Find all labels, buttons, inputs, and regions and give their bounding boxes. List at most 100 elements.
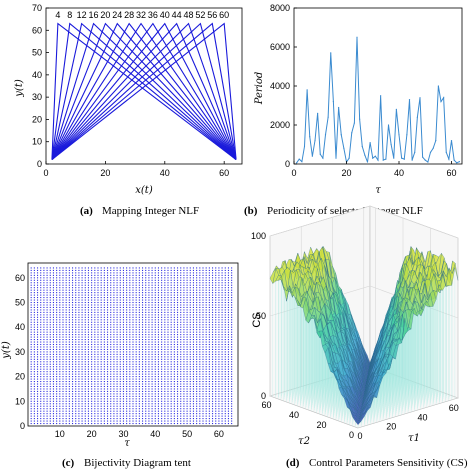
chart-c-point [211,321,214,323]
chart-c-point [167,304,169,306]
chart-c-point [186,373,188,375]
chart-a-top-label: 40 [160,10,170,20]
chart-c-point [161,339,163,341]
chart-c-point [164,395,166,397]
chart-c-point [138,316,140,318]
chart-c-point [71,410,74,412]
chart-c-point [116,346,118,348]
chart-c-point [103,383,105,385]
chart-c-point [84,314,86,316]
chart-c-point [59,311,61,313]
chart-c-point [110,292,112,294]
chart-c-point [151,301,153,304]
chart-c-point [119,385,121,388]
chart-c-point [221,321,223,323]
chart-c-point [148,277,150,279]
chart-c-point [145,334,147,336]
chart-c-point [30,292,32,294]
chart-c-point [110,324,112,326]
chart-c-point [192,301,195,304]
chart-c-point [43,316,45,318]
chart-c-point [78,279,80,281]
chart-c-point [43,348,45,350]
chart-c-point [151,306,153,309]
chart-c-point [176,306,179,309]
chart-c-point [176,378,179,380]
chart-c-point [215,321,217,323]
chart-c-point [176,388,179,390]
chart-c-point [122,361,125,363]
chart-c-point [205,297,207,299]
chart-c-point [75,415,77,417]
chart-c-point [180,267,182,269]
chart-c-point [46,373,48,375]
chart-c-point [208,284,210,286]
chart-c-point [122,343,125,346]
chart-c-point [202,294,204,296]
chart-c-point [180,336,182,338]
chart-c-point [157,282,160,284]
chart-c-point [40,408,42,410]
chart-c-point [151,279,153,281]
chart-c-point [138,343,140,346]
chart-c-point [164,356,166,358]
chart-c-point [94,339,96,341]
chart-c-point [113,366,115,368]
chart-c-point [126,311,128,313]
chart-c-point [46,368,48,370]
chart-c-point [62,304,64,306]
chart-c-point [122,316,125,318]
chart-c-point [176,282,179,284]
chart-c-point [106,279,109,281]
chart-c-point [196,292,198,294]
chart-c-point [205,380,207,383]
chart-c-point [43,304,45,306]
chart-c-point [157,304,160,306]
chart-c-point [110,422,112,425]
chart-c-point [40,390,42,392]
chart-c-point [110,368,112,370]
chart-c-point [161,267,163,269]
chart-c-point [87,267,90,269]
chart-c-point [68,334,70,336]
chart-c-point [199,410,201,412]
chart-c-point [126,361,128,363]
chart-c-point [141,363,144,365]
chart-c-point [145,353,147,355]
chart-c-point [186,366,188,368]
chart-c-point [186,331,188,333]
chart-c-point [205,311,207,313]
chart-c-point [110,341,112,343]
chart-c-point [119,363,121,365]
chart-c-point [129,324,131,326]
chart-c-point [59,282,61,284]
chart-c-point [113,341,115,343]
chart-c-point [36,304,39,306]
chart-c-point [126,420,128,422]
chart-c-point [208,319,210,321]
chart-c-point [231,319,233,321]
chart-c-point [113,368,115,370]
chart-c-point [202,284,204,286]
chart-a-top-label: 16 [89,10,99,20]
chart-c-point [49,311,51,313]
chart-c-point [224,277,226,279]
chart-c-point [30,269,32,271]
chart-c-point [43,388,45,390]
chart-c-point [49,272,51,274]
chart-c-point [221,368,223,370]
chart-c-point [91,316,93,318]
chart-c-point [46,269,48,271]
chart-c-point [36,334,39,336]
chart-c-point [170,309,172,311]
chart-c-point [62,326,64,328]
chart-c-point [164,393,166,395]
chart-c-point [135,321,137,323]
chart-c-point [196,314,198,316]
chart-c-point [46,336,48,338]
chart-c-point [116,316,118,318]
chart-c-point [151,383,153,385]
chart-c-point [151,267,153,269]
chart-c-point [43,289,45,291]
chart-c-point [97,306,99,309]
